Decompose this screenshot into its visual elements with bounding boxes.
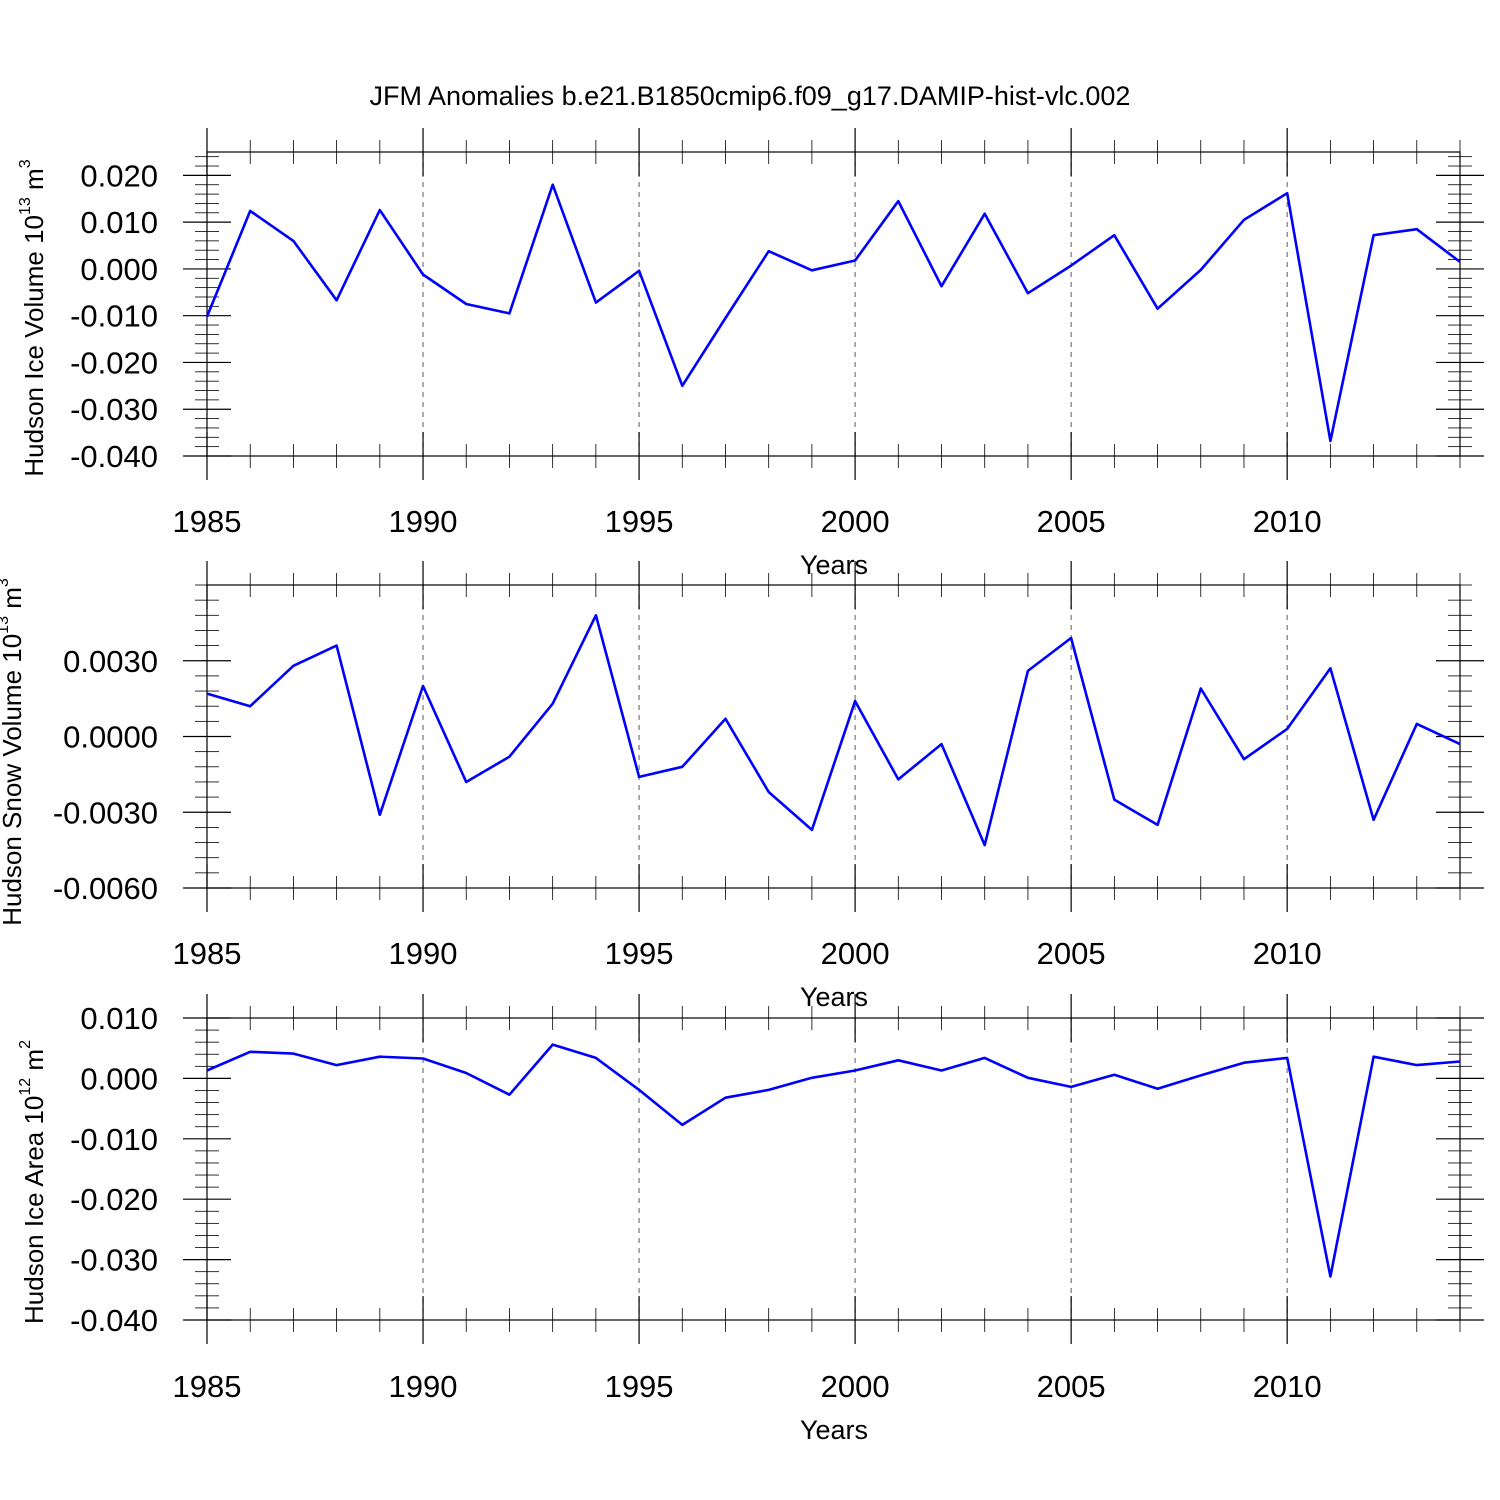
y-tick-label: 0.000	[80, 252, 158, 287]
x-tick-label: 2010	[1253, 1369, 1322, 1404]
y-axis-label-part: Hudson Ice Area 10	[19, 1096, 49, 1324]
x-tick-label: 1990	[389, 936, 458, 971]
y-tick-label: 0.010	[80, 205, 158, 240]
y-axis-label-part: Hudson Ice Volume 10	[19, 215, 49, 477]
y-tick-label: -0.040	[70, 439, 158, 474]
x-tick-label: 1995	[605, 504, 674, 539]
y-axis-label: Hudson Snow Volume 1013 m3	[0, 578, 27, 926]
data-series-line	[206, 613, 1461, 847]
data-series-line	[205, 183, 1461, 443]
x-tick-label: 1990	[389, 1369, 458, 1404]
y-axis-label: Hudson Ice Area 1012 m2	[17, 1040, 49, 1324]
y-axis-label-part: Hudson Snow Volume 10	[0, 634, 27, 926]
y-tick-label: -0.0030	[53, 795, 158, 830]
x-tick-label: 2010	[1253, 504, 1322, 539]
y-axis-label-superscript: 12	[17, 1078, 34, 1096]
x-tick-label: 2005	[1037, 936, 1106, 971]
y-tick-label: -0.030	[70, 392, 158, 427]
x-tick-label: 1990	[389, 504, 458, 539]
x-tick-label: 2010	[1253, 936, 1322, 971]
x-axis-label: Years	[800, 982, 868, 1012]
y-axis-label-part: m	[0, 587, 27, 616]
y-tick-label: 0.020	[80, 158, 158, 193]
chart-panel-2: 0.0030 0.0000 -0.0030 -0.0060 1985 1990 1995 20…	[0, 561, 1484, 1012]
plot-frame	[206, 1017, 1461, 1321]
y-tick-label: -0.020	[70, 345, 158, 380]
y-tick-label: -0.020	[70, 1182, 158, 1217]
x-tick-label: 2005	[1037, 504, 1106, 539]
y-axis-label-superscript: 3	[17, 159, 34, 168]
x-tick-label: 1995	[605, 936, 674, 971]
x-tick-label: 2000	[821, 936, 890, 971]
x-axis-label: Years	[800, 550, 868, 580]
data-series-line	[206, 1043, 1461, 1278]
x-tick-label: 1995	[605, 1369, 674, 1404]
y-axis-label-superscript: 3	[0, 578, 12, 587]
x-tick-label: 2000	[821, 1369, 890, 1404]
y-tick-label: -0.010	[70, 299, 158, 334]
x-tick-label: 2005	[1037, 1369, 1106, 1404]
chart-panel-1: 0.020 0.010 0.000 -0.010 -0.020 -0.030 -0.040 1…	[17, 128, 1484, 580]
y-tick-label: 0.0030	[63, 644, 158, 679]
y-tick-label: 0.000	[80, 1061, 158, 1096]
plot-frame	[206, 584, 1461, 889]
y-tick-label: -0.010	[70, 1122, 158, 1157]
y-tick-label: -0.0060	[53, 871, 158, 906]
x-tick-label: 1985	[173, 1369, 242, 1404]
plot-frame	[206, 151, 1461, 457]
y-axis-label-superscript: 13	[0, 616, 12, 634]
y-tick-label: -0.030	[70, 1243, 158, 1278]
x-tick-label: 2000	[821, 504, 890, 539]
x-axis-label: Years	[800, 1415, 868, 1445]
x-tick-label: 1985	[173, 936, 242, 971]
y-axis-label-part: m	[19, 1049, 49, 1078]
y-tick-label: 0.0000	[63, 720, 158, 755]
y-axis-label-superscript: 13	[17, 197, 34, 215]
y-tick-label: -0.040	[70, 1303, 158, 1338]
chart-title: JFM Anomalies b.e21.B1850cmip6.f09_g17.D…	[370, 81, 1131, 111]
y-tick-label: 0.010	[80, 1001, 158, 1036]
x-tick-label: 1985	[173, 504, 242, 539]
y-axis-label-part: m	[19, 168, 49, 197]
chart-panel-3: 0.010 0.000 -0.010 -0.020 -0.030 -0.040 1985 19…	[17, 994, 1484, 1445]
y-axis-label-superscript: 2	[17, 1040, 34, 1049]
y-axis-label: Hudson Ice Volume 1013 m3	[17, 159, 49, 476]
